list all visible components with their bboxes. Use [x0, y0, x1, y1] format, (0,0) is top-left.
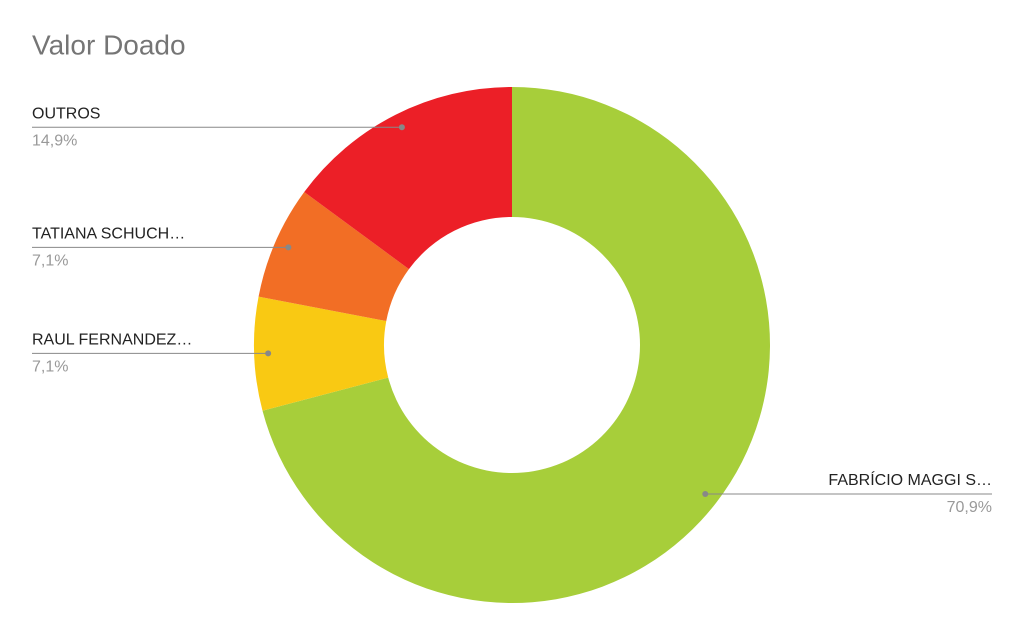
slice-value-label: 70,9%: [947, 499, 992, 516]
leader-dot: [398, 124, 405, 131]
slice: [262, 87, 770, 604]
chart-title: Valor Doado: [32, 29, 186, 60]
slice-value-label: 14,9%: [32, 132, 77, 149]
leader-dot: [702, 490, 709, 497]
slice: [304, 87, 512, 270]
leader-dot: [285, 244, 292, 251]
slice-label: OUTROS: [32, 105, 100, 122]
slice-label: FABRÍCIO MAGGI S…: [828, 470, 992, 489]
slice-label: TATIANA SCHUCH…: [32, 226, 185, 243]
slice-value-label: 7,1%: [32, 253, 68, 270]
leader-dot: [265, 350, 272, 357]
slice: [254, 296, 389, 411]
slice-value-label: 7,1%: [32, 359, 68, 376]
slice-label: RAUL FERNANDEZ…: [32, 332, 192, 349]
slice: [258, 192, 409, 322]
